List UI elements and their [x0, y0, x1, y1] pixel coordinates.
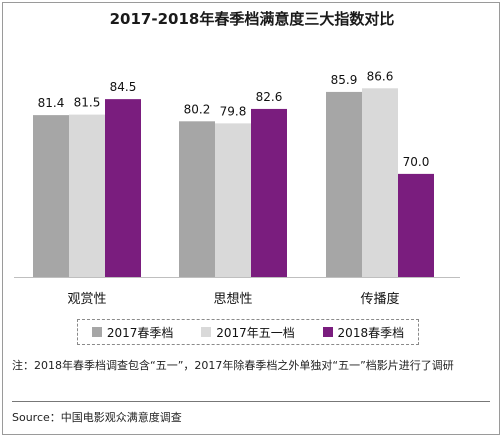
data-label: 81.5 [74, 96, 101, 110]
bar [398, 173, 434, 277]
bar [33, 115, 69, 277]
bar [105, 99, 141, 277]
bar [179, 121, 215, 278]
bar [69, 114, 105, 277]
data-label: 86.6 [367, 69, 394, 83]
legend-swatch [322, 327, 333, 337]
chart-frame [2, 2, 500, 435]
data-label: 85.9 [331, 73, 358, 87]
legend-item: 2018春季档 [322, 324, 405, 341]
legend-item: 2017春季档 [91, 324, 174, 341]
source-text: Source：中国电影观众满意度调查 [12, 411, 182, 424]
legend-swatch [91, 327, 102, 337]
bar [362, 88, 398, 277]
divider [12, 401, 490, 402]
legend-label: 2017春季档 [106, 325, 174, 340]
legend-item: 2017年五一档 [201, 324, 295, 341]
data-label: 81.4 [38, 96, 65, 110]
data-label: 79.8 [220, 104, 247, 118]
data-label: 84.5 [110, 80, 137, 94]
category-tick-label: 思想性 [213, 291, 252, 307]
footnote: 注：2018年春季档调查包含“五一”，2017年除春季档之外单独对“五一”档影片… [12, 359, 454, 372]
legend-label: 2018春季档 [337, 325, 405, 340]
data-label: 80.2 [184, 102, 211, 116]
bar [251, 108, 287, 277]
category-tick-label: 观赏性 [67, 292, 106, 307]
data-label: 82.6 [256, 90, 283, 104]
chart-title: 2017-2018年春季档满意度三大指数对比 [109, 10, 395, 28]
chart-legend: 2017春季档 2017年五一档 2018春季档 [77, 319, 419, 345]
bar [326, 91, 362, 277]
data-label: 70.0 [403, 155, 430, 169]
category-tick-label: 传播度 [360, 291, 399, 307]
legend-swatch [201, 327, 212, 337]
bar [215, 123, 251, 277]
legend-label: 2017年五一档 [216, 325, 295, 340]
